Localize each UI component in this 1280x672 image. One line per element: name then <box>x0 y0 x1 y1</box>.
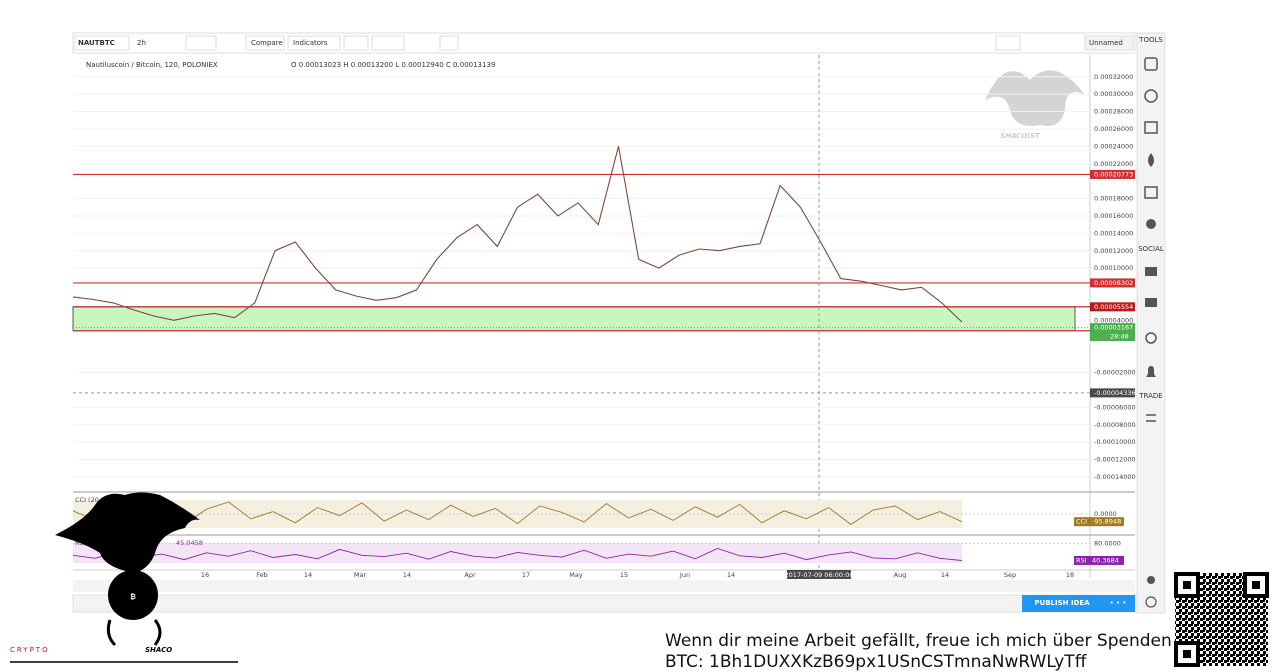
cci-title: CCI (20 <box>75 496 99 504</box>
y-tick-label: -0.00006000 <box>1094 403 1136 411</box>
rsi-name: RSI <box>1076 556 1087 564</box>
tabs-bar <box>72 594 1136 613</box>
cci-value: -95.8948 <box>1092 518 1121 526</box>
logo: ₿ CRYPTO SHACO <box>10 492 238 663</box>
y-tick-label: 0.0000 <box>1094 510 1117 518</box>
symbol-box[interactable] <box>74 35 130 51</box>
rsi-tag <box>1074 555 1124 565</box>
cci-tag <box>1074 517 1124 527</box>
interval[interactable]: 2h <box>137 39 146 47</box>
rsi-readout: 45.0458 <box>176 539 203 547</box>
fullscreen-button[interactable] <box>439 35 459 51</box>
logo-word: SHACO <box>145 646 172 654</box>
x-tick-label: Jun <box>679 571 690 579</box>
sidebar-heading: SOCIAL <box>1138 245 1164 253</box>
x-tick-label: Aug <box>894 571 907 579</box>
x-tick-label: Apr <box>464 571 476 579</box>
y-tick-label: 0.00012000 <box>1094 247 1133 255</box>
legend-ohlc: O 0.00013023 H 0.00013200 L 0.00012940 C… <box>291 61 495 69</box>
y-tick-label: 0.00016000 <box>1094 212 1133 220</box>
x-tick-label: 14 <box>304 571 312 579</box>
logo-icon: ₿ <box>130 593 136 601</box>
x-tick-label: 15 <box>620 571 628 579</box>
alert-button[interactable] <box>343 35 369 51</box>
y-tick-label: 0.00030000 <box>1094 90 1133 98</box>
x-tick-label: May <box>569 571 583 579</box>
top-toolbar <box>72 32 1136 54</box>
y-tick-label: -0.00008000 <box>1094 421 1136 429</box>
rsi-band <box>73 543 962 563</box>
watermark-text: SHACOIST <box>1000 132 1041 140</box>
cci-line <box>72 501 963 525</box>
chart-style-button[interactable] <box>185 35 217 51</box>
y-tick-label: 0.00004000 <box>1094 316 1133 324</box>
watermark-logo: SHACOIST <box>985 70 1085 140</box>
cci-name: CCI <box>1076 518 1087 526</box>
x-tick-label: Feb <box>256 571 268 579</box>
logo-word: CRYPTO <box>10 646 50 654</box>
y-tick-label: 0.00024000 <box>1094 142 1133 150</box>
x-tick-label: Sep <box>1004 571 1016 579</box>
x-tick-label: 18 <box>1066 571 1074 579</box>
compare[interactable]: Compare <box>251 39 283 47</box>
y-tick-label: -0.00014000 <box>1094 473 1136 481</box>
y-tick-label: 0.00022000 <box>1094 160 1133 168</box>
more-dots[interactable]: • • • <box>1110 599 1127 607</box>
y-tick-label: 0.00018000 <box>1094 195 1133 203</box>
sidebar-heading: TRADE <box>1138 392 1162 400</box>
last-price-tag <box>1090 323 1135 342</box>
layout-name-box[interactable] <box>1084 35 1134 51</box>
btc-address: BTC: 1Bh1DUXXKzB69px1USnCSTmnaNwRWLyTff <box>665 652 1088 672</box>
level-label: 0.00020773 <box>1094 170 1133 178</box>
crosshair-time-tag <box>787 570 851 579</box>
y-tick-label: 0.00028000 <box>1094 108 1133 116</box>
indicators[interactable]: Indicators <box>293 39 328 47</box>
indicators-button[interactable] <box>287 35 341 51</box>
sidebar-heading: TOOLS <box>1138 36 1163 44</box>
donation-text: Wenn dir meine Arbeit gefällt, freue ich… <box>665 631 1198 651</box>
crosshair-label: -0.00004336 <box>1094 389 1136 397</box>
compare-button[interactable] <box>245 35 285 51</box>
hint-button[interactable] <box>371 35 405 51</box>
countdown: 28:48 <box>1110 333 1129 341</box>
y-tick-label: -0.00010000 <box>1094 438 1136 446</box>
level-tag <box>1090 278 1135 288</box>
legend-title: Nautiluscoin / Bitcoin, 120, POLONIEX <box>86 61 218 69</box>
level-label: 0.00005554 <box>1094 303 1133 311</box>
y-tick-label: 0.00026000 <box>1094 125 1133 133</box>
y-tick-label: 0.00010000 <box>1094 264 1133 272</box>
publish-button[interactable] <box>1022 595 1135 612</box>
level-tag <box>1090 302 1135 312</box>
x-tick-label: 14 <box>727 571 735 579</box>
plot: 0.00032000 0.00030000 0.00028000 0.00026000… <box>72 55 1136 608</box>
level-label: 0.00008302 <box>1094 279 1133 287</box>
rsi-value: 40.3684 <box>1092 556 1119 564</box>
price-line <box>72 146 963 323</box>
symbol[interactable]: NAUTBTC <box>78 39 115 47</box>
rsi-line <box>72 548 963 561</box>
x-tick-label: Mar <box>354 571 367 579</box>
x-tick-label: 16 <box>201 571 209 579</box>
y-tick-label: -0.00012000 <box>1094 456 1136 464</box>
y-tick-label: 80.0000 <box>1094 539 1121 547</box>
y-tick-label: 0.00032000 <box>1094 73 1133 81</box>
right-sidebar <box>1136 32 1166 614</box>
last-price-label: 0.00003167 <box>1094 324 1133 332</box>
y-tick-label: -0.00002000 <box>1094 369 1136 377</box>
crosshair-time: 2017-07-09 06:00:00 <box>784 571 853 579</box>
qr-code <box>1174 572 1269 667</box>
layout-button[interactable] <box>995 35 1021 51</box>
x-tick-label: 14 <box>941 571 949 579</box>
crosshair-tag <box>1090 388 1135 398</box>
main-pane <box>73 55 1135 490</box>
range-bar <box>73 580 1135 592</box>
x-tick-label: 17 <box>522 571 530 579</box>
y-tick-label: 0.00014000 <box>1094 229 1133 237</box>
x-tick-label: 14 <box>403 571 411 579</box>
layout-name[interactable]: Unnamed <box>1089 39 1123 47</box>
publish-label[interactable]: PUBLISH IDEA <box>1034 599 1090 607</box>
sidebar-icons[interactable] <box>1144 57 1158 608</box>
level-tag <box>1090 169 1135 179</box>
